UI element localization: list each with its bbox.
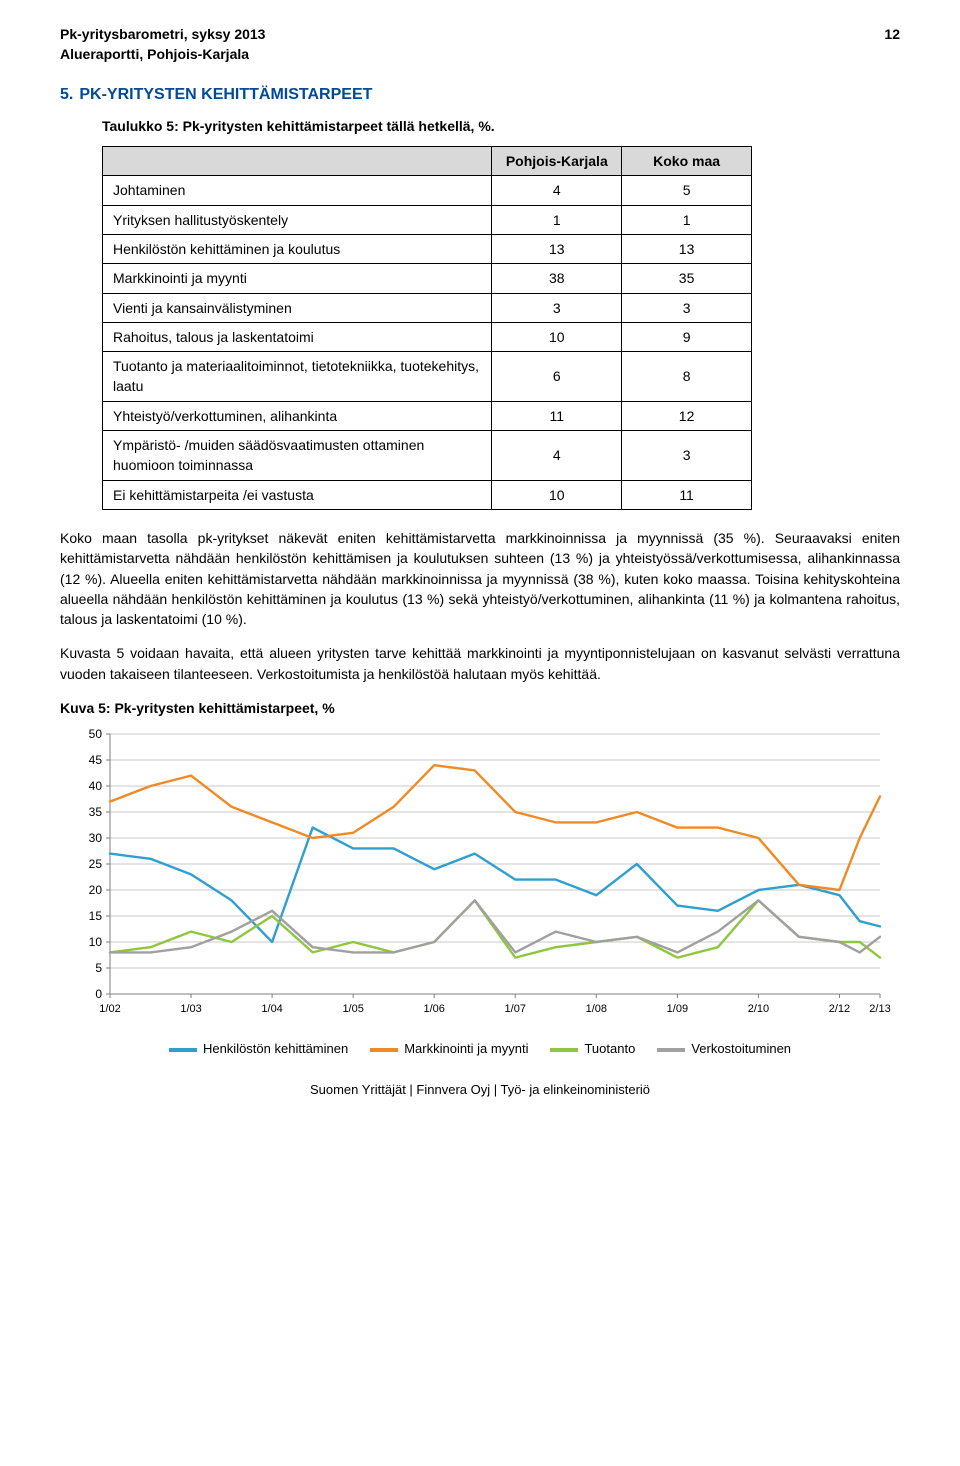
table-cell-km: 3 xyxy=(622,293,752,322)
table-row-label: Rahoitus, talous ja laskentatoimi xyxy=(103,322,492,351)
table-cell-pk: 10 xyxy=(492,322,622,351)
svg-text:1/05: 1/05 xyxy=(342,1003,363,1015)
legend-swatch xyxy=(370,1048,398,1052)
svg-text:2/10: 2/10 xyxy=(748,1003,769,1015)
table-cell-km: 8 xyxy=(622,352,752,402)
svg-text:2/13: 2/13 xyxy=(869,1003,890,1015)
table-caption: Taulukko 5: Pk-yritysten kehittämistarpe… xyxy=(102,116,900,136)
table-col-header: Pohjois-Karjala xyxy=(492,147,622,176)
table-cell-pk: 4 xyxy=(492,431,622,481)
line-chart: 0 5 10 15 20 25 30 35 40 45 50 1/02 1/03 1/04 1/05 1/06… xyxy=(60,724,900,1059)
legend-label: Markkinointi ja myynti xyxy=(404,1040,528,1059)
table-row-label: Tuotanto ja materiaalitoiminnot, tietote… xyxy=(103,352,492,402)
table-cell-km: 35 xyxy=(622,264,752,293)
table-row-label: Ei kehittämistarpeita /ei vastusta xyxy=(103,480,492,509)
svg-text:35: 35 xyxy=(89,805,103,819)
table-row: Ei kehittämistarpeita /ei vastusta1011 xyxy=(103,480,752,509)
table-cell-km: 3 xyxy=(622,431,752,481)
page-footer: Suomen Yrittäjät | Finnvera Oyj | Työ- j… xyxy=(60,1081,900,1100)
table-row: Yhteistyö/verkottuminen, alihankinta1112 xyxy=(103,401,752,430)
table-cell-km: 9 xyxy=(622,322,752,351)
svg-text:45: 45 xyxy=(89,753,103,767)
svg-text:25: 25 xyxy=(89,857,103,871)
svg-text:1/03: 1/03 xyxy=(180,1003,201,1015)
table-cell-pk: 1 xyxy=(492,205,622,234)
svg-text:1/04: 1/04 xyxy=(261,1003,282,1015)
section-title: PK-YRITYSTEN KEHITTÄMISTARPEET xyxy=(79,83,372,106)
table-row: Johtaminen45 xyxy=(103,176,752,205)
svg-text:2/12: 2/12 xyxy=(829,1003,850,1015)
data-table: Pohjois-Karjala Koko maa Johtaminen45Yri… xyxy=(102,146,752,510)
body-paragraph-2: Kuvasta 5 voidaan havaita, että alueen y… xyxy=(60,643,900,684)
svg-text:0: 0 xyxy=(95,987,102,1001)
table-cell-pk: 4 xyxy=(492,176,622,205)
report-title-line1: Pk-yritysbarometri, syksy 2013 xyxy=(60,24,265,44)
svg-text:1/06: 1/06 xyxy=(423,1003,444,1015)
svg-text:30: 30 xyxy=(89,831,103,845)
report-title-block: Pk-yritysbarometri, syksy 2013 Aluerapor… xyxy=(60,24,265,65)
chart-legend: Henkilöstön kehittäminen Markkinointi ja … xyxy=(60,1040,900,1059)
svg-text:1/08: 1/08 xyxy=(586,1003,607,1015)
table-row-label: Markkinointi ja myynti xyxy=(103,264,492,293)
section-number: 5. xyxy=(60,83,73,106)
table-col-header: Koko maa xyxy=(622,147,752,176)
table-row: Markkinointi ja myynti3835 xyxy=(103,264,752,293)
table-row: Rahoitus, talous ja laskentatoimi109 xyxy=(103,322,752,351)
svg-text:5: 5 xyxy=(95,961,102,975)
table-cell-km: 11 xyxy=(622,480,752,509)
legend-swatch xyxy=(169,1048,197,1052)
page-number: 12 xyxy=(884,24,900,65)
table-cell-pk: 6 xyxy=(492,352,622,402)
legend-item: Markkinointi ja myynti xyxy=(370,1040,528,1059)
legend-swatch xyxy=(657,1048,685,1052)
table-corner-blank xyxy=(103,147,492,176)
table-cell-km: 1 xyxy=(622,205,752,234)
svg-text:50: 50 xyxy=(89,727,103,741)
table-cell-km: 12 xyxy=(622,401,752,430)
svg-text:10: 10 xyxy=(89,935,103,949)
table-cell-pk: 10 xyxy=(492,480,622,509)
table-cell-pk: 3 xyxy=(492,293,622,322)
chart-svg: 0 5 10 15 20 25 30 35 40 45 50 1/02 1/03 1/04 1/05 1/06… xyxy=(60,724,900,1034)
svg-text:1/07: 1/07 xyxy=(505,1003,526,1015)
table-cell-pk: 13 xyxy=(492,234,622,263)
svg-text:20: 20 xyxy=(89,883,103,897)
report-title-line2: Alueraportti, Pohjois-Karjala xyxy=(60,44,265,64)
table-row-label: Henkilöstön kehittäminen ja koulutus xyxy=(103,234,492,263)
table-cell-pk: 11 xyxy=(492,401,622,430)
table-cell-km: 5 xyxy=(622,176,752,205)
table-row: Henkilöstön kehittäminen ja koulutus1313 xyxy=(103,234,752,263)
table-row-label: Vienti ja kansainvälistyminen xyxy=(103,293,492,322)
table-header-row: Pohjois-Karjala Koko maa xyxy=(103,147,752,176)
table-cell-km: 13 xyxy=(622,234,752,263)
table-row: Tuotanto ja materiaalitoiminnot, tietote… xyxy=(103,352,752,402)
table-row-label: Yrityksen hallitustyöskentely xyxy=(103,205,492,234)
table-row: Ympäristö- /muiden säädösvaatimusten ott… xyxy=(103,431,752,481)
svg-text:1/02: 1/02 xyxy=(99,1003,120,1015)
legend-swatch xyxy=(550,1048,578,1052)
legend-label: Henkilöstön kehittäminen xyxy=(203,1040,348,1059)
table-row: Yrityksen hallitustyöskentely11 xyxy=(103,205,752,234)
table-row-label: Yhteistyö/verkottuminen, alihankinta xyxy=(103,401,492,430)
table-row-label: Ympäristö- /muiden säädösvaatimusten ott… xyxy=(103,431,492,481)
table-row: Vienti ja kansainvälistyminen33 xyxy=(103,293,752,322)
svg-text:15: 15 xyxy=(89,909,103,923)
body-paragraph-1: Koko maan tasolla pk-yritykset näkevät e… xyxy=(60,528,900,629)
table-row-label: Johtaminen xyxy=(103,176,492,205)
legend-item: Verkostoituminen xyxy=(657,1040,791,1059)
legend-label: Verkostoituminen xyxy=(691,1040,791,1059)
legend-item: Henkilöstön kehittäminen xyxy=(169,1040,348,1059)
svg-text:1/09: 1/09 xyxy=(667,1003,688,1015)
chart-title: Kuva 5: Pk-yritysten kehittämistarpeet, … xyxy=(60,698,900,718)
section-heading: 5. PK-YRITYSTEN KEHITTÄMISTARPEET xyxy=(60,83,900,106)
page-header: Pk-yritysbarometri, syksy 2013 Aluerapor… xyxy=(60,24,900,65)
legend-item: Tuotanto xyxy=(550,1040,635,1059)
legend-label: Tuotanto xyxy=(584,1040,635,1059)
table-cell-pk: 38 xyxy=(492,264,622,293)
svg-text:40: 40 xyxy=(89,779,103,793)
